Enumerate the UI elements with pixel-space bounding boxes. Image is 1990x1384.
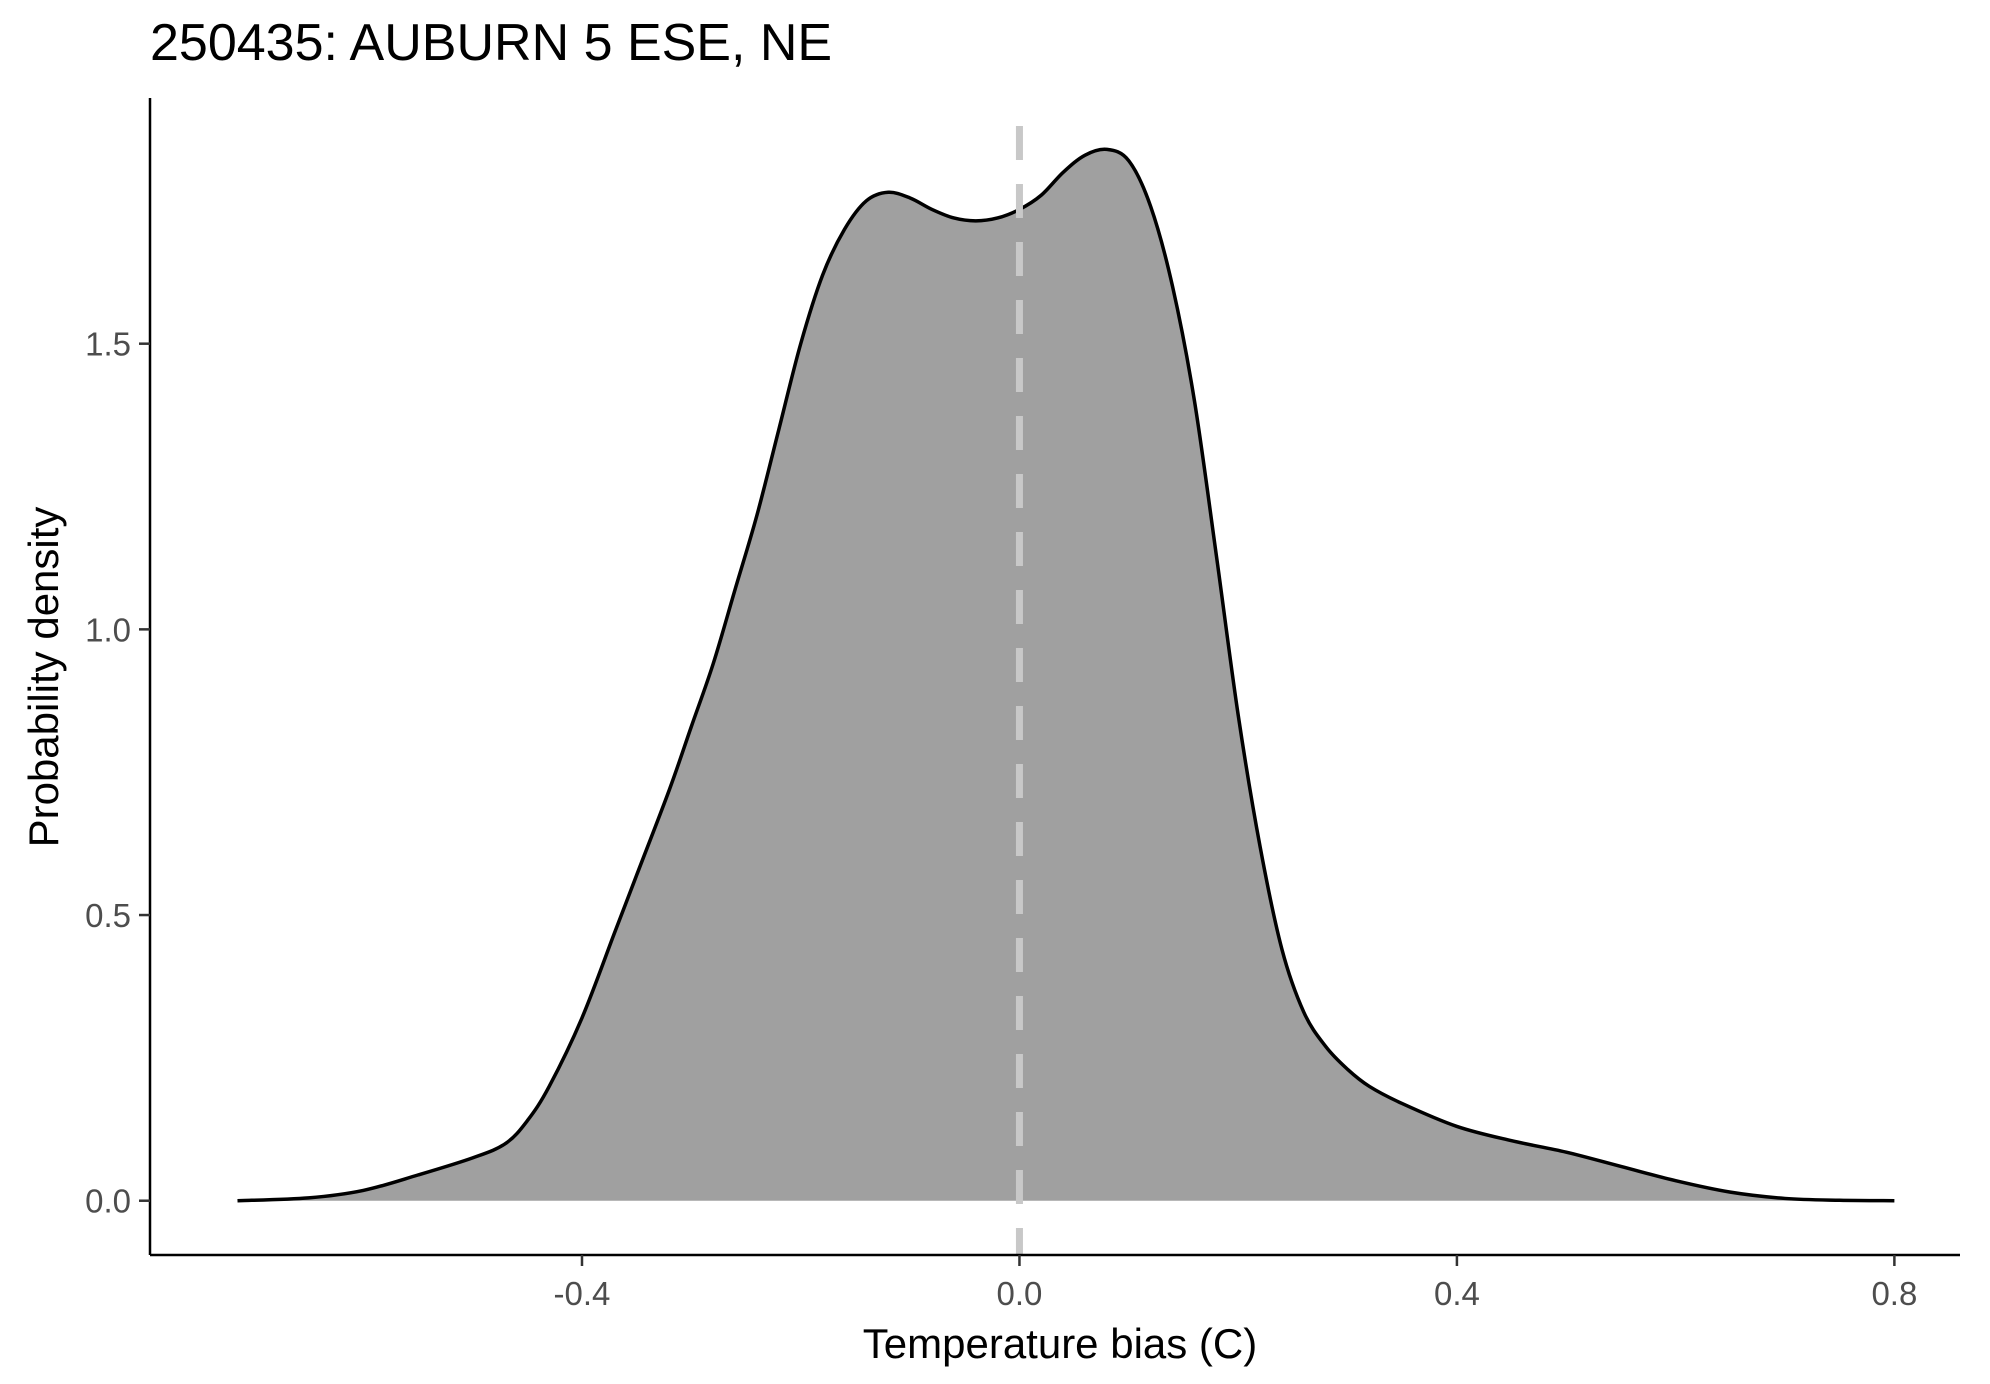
plot-area <box>237 126 1895 1255</box>
x-tick-label: 0.0 <box>997 1275 1043 1312</box>
y-tick-label: 0.0 <box>85 1183 131 1220</box>
y-tick-label: 1.0 <box>85 611 131 648</box>
x-tick-label: 0.4 <box>1434 1275 1480 1312</box>
density-area <box>237 149 1895 1201</box>
chart-title: 250435: AUBURN 5 ESE, NE <box>150 14 832 72</box>
y-axis-title: Probability density <box>20 507 67 848</box>
x-axis-ticks: -0.4 0.0 0.4 0.8 <box>554 1255 1917 1312</box>
y-tick-label: 1.5 <box>85 326 131 363</box>
x-tick-label: -0.4 <box>554 1275 611 1312</box>
y-axis-ticks: 0.0 0.5 1.0 1.5 <box>85 326 150 1220</box>
x-tick-label: 0.8 <box>1871 1275 1917 1312</box>
axes: -0.4 0.0 0.4 0.8 0.0 0.5 1.0 1.5 <box>85 98 1960 1312</box>
y-tick-label: 0.5 <box>85 897 131 934</box>
x-axis-title: Temperature bias (C) <box>863 1320 1257 1367</box>
